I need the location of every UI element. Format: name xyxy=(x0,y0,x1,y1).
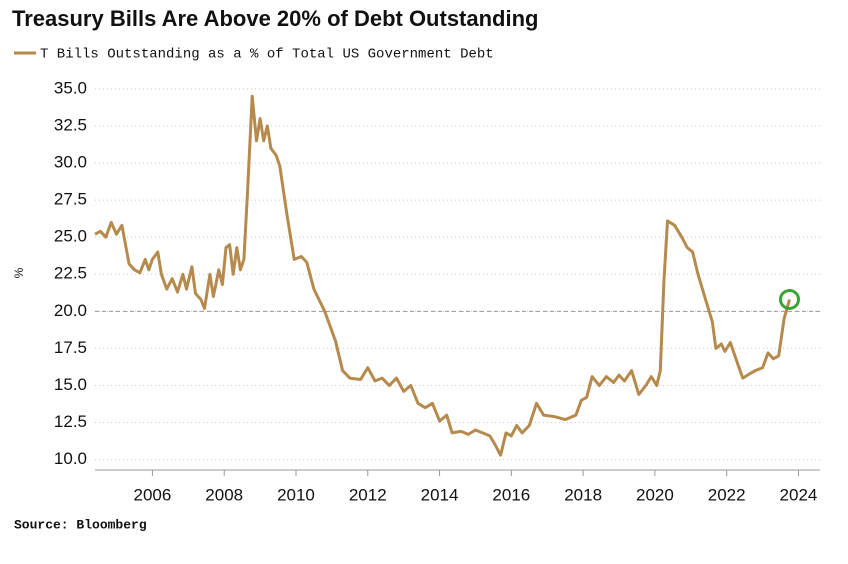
x-tick-label: 2016 xyxy=(492,485,530,504)
y-tick-label: 20.0 xyxy=(54,301,87,320)
y-tick-label: 17.5 xyxy=(54,338,87,357)
x-tick-label: 2024 xyxy=(780,485,818,504)
x-tick-label: 2018 xyxy=(564,485,602,504)
y-tick-label: 30.0 xyxy=(54,153,87,172)
y-tick-label: 10.0 xyxy=(54,449,87,468)
x-tick-label: 2022 xyxy=(708,485,746,504)
y-axis-label: % xyxy=(12,267,26,278)
y-tick-label: 12.5 xyxy=(54,412,87,431)
source: Source: Bloomberg xyxy=(14,517,147,532)
last-point-marker xyxy=(778,288,800,310)
y-tick-label: 35.0 xyxy=(54,78,87,97)
x-tick-label: 2008 xyxy=(205,485,243,504)
chart-title: Treasury Bills Are Above 20% of Debt Out… xyxy=(12,6,539,31)
line-series xyxy=(94,94,791,457)
y-tick-label: 32.5 xyxy=(54,115,87,134)
x-tick-label: 2014 xyxy=(421,485,459,504)
x-tick-label: 2006 xyxy=(134,485,172,504)
y-tick-label: 25.0 xyxy=(54,227,87,246)
y-tick-label: 27.5 xyxy=(54,190,87,209)
y-tick-label: 15.0 xyxy=(54,375,87,394)
y-tick-label: 22.5 xyxy=(54,264,87,283)
x-tick-label: 2010 xyxy=(277,485,315,504)
legend-label: T Bills Outstanding as a % of Total US G… xyxy=(40,47,494,63)
x-tick-label: 2020 xyxy=(636,485,674,504)
x-tick-label: 2012 xyxy=(349,485,387,504)
